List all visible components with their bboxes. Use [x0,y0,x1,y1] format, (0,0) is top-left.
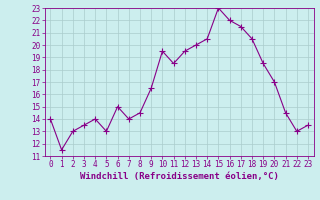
X-axis label: Windchill (Refroidissement éolien,°C): Windchill (Refroidissement éolien,°C) [80,172,279,181]
